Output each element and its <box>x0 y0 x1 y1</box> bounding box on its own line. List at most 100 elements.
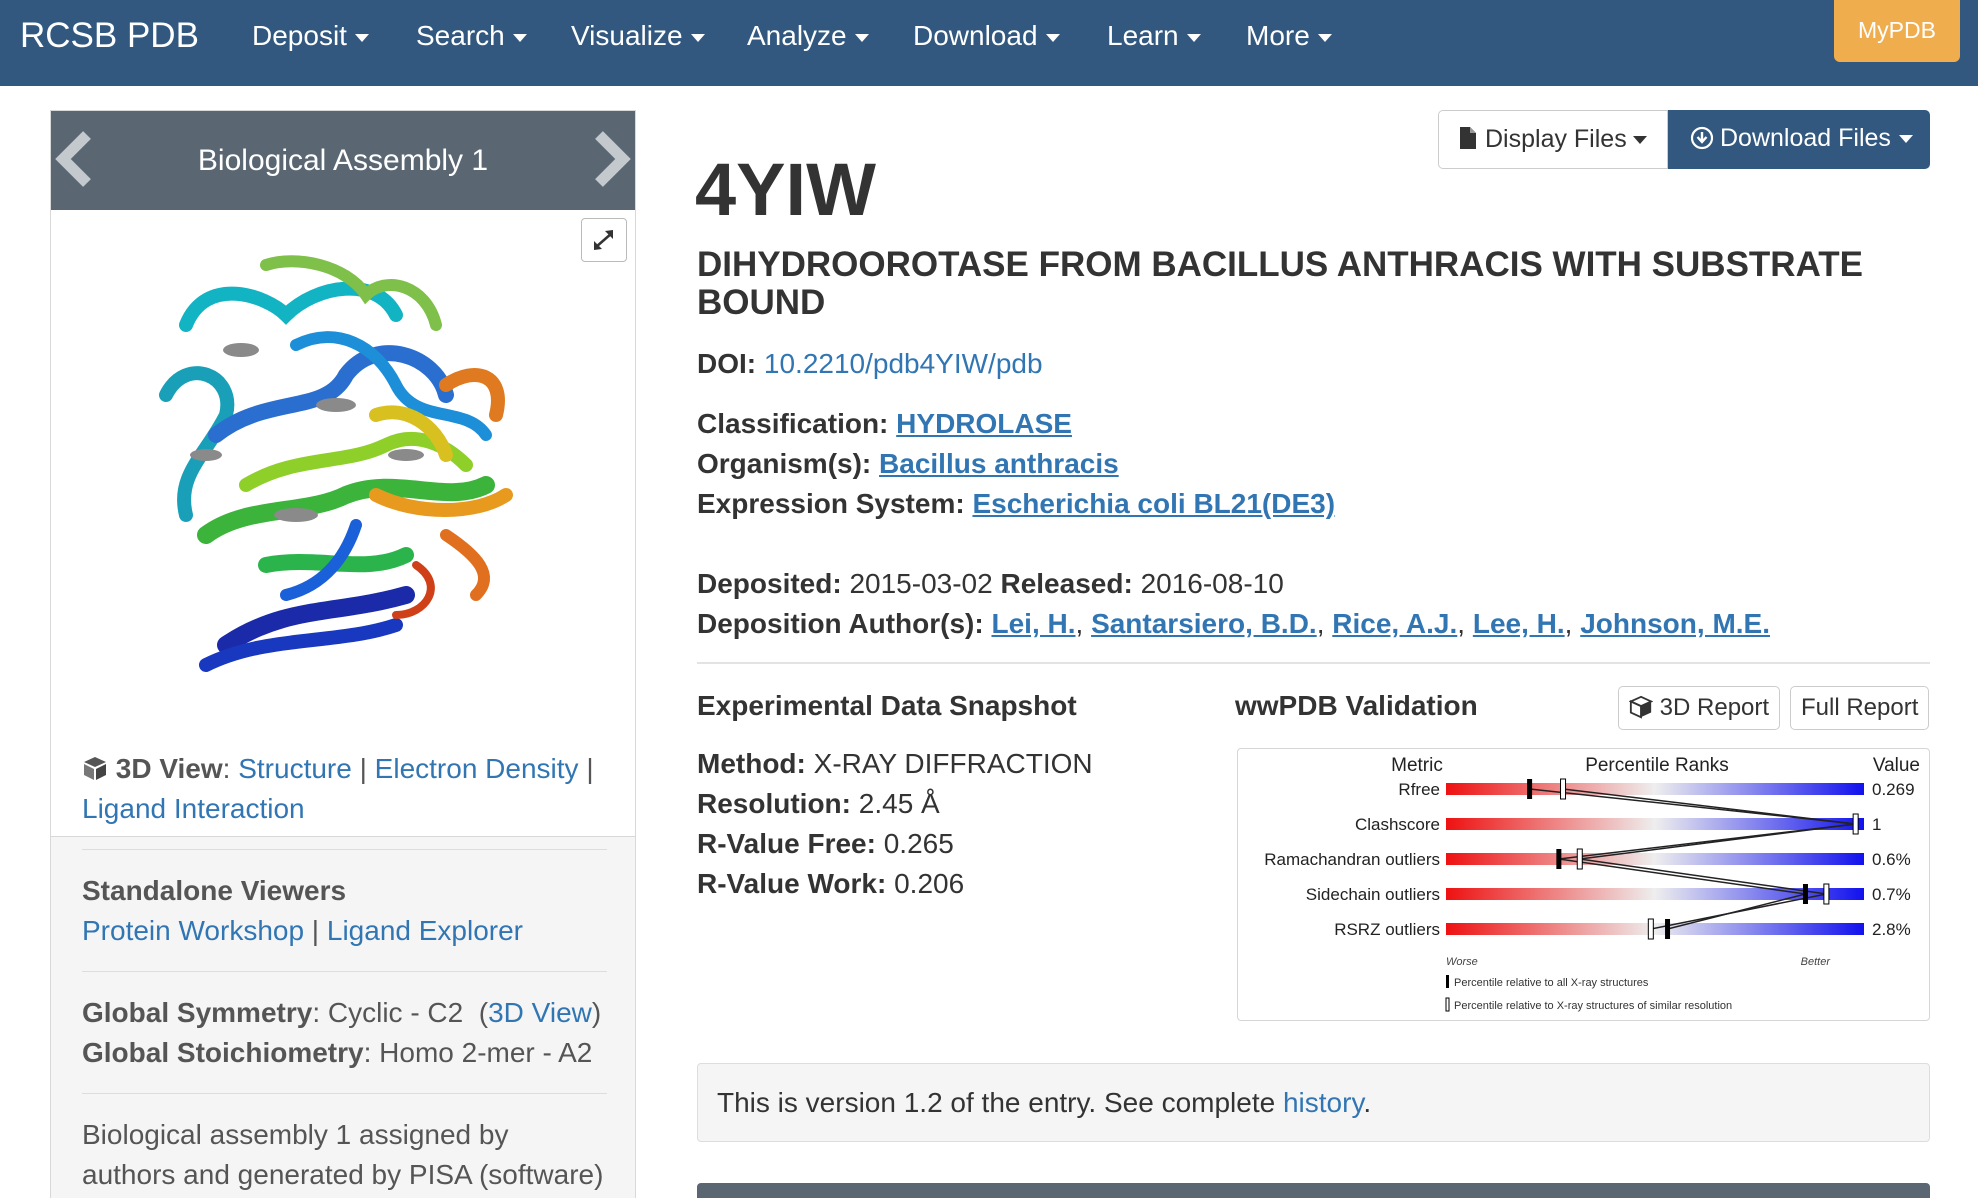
legend-all: Percentile relative to all X-ray structu… <box>1454 977 1649 989</box>
assembly-title: Biological Assembly 1 <box>197 144 489 177</box>
nav-deposit[interactable]: Deposit <box>252 20 369 52</box>
exp-value: 2.45 Å <box>858 788 940 819</box>
caret-down-icon <box>1186 33 1201 42</box>
metric-name: Rfree <box>1398 780 1440 799</box>
file-icon <box>1460 127 1476 149</box>
author-link[interactable]: Lee, H. <box>1472 608 1565 639</box>
percentile-marker-all <box>1665 919 1671 939</box>
metric-value: 1 <box>1872 815 1881 834</box>
symmetry-value: Cyclic - C2 <box>327 997 464 1028</box>
assembly-panel: Biological Assembly 1 <box>50 110 636 1198</box>
view3d-section: 3D View: Structure | Electron Density | … <box>82 753 594 824</box>
exp-row-method: Method: X-RAY DIFFRACTION <box>697 748 1093 780</box>
exp-value: X-RAY DIFFRACTION <box>813 748 1093 779</box>
version-end: . <box>1363 1087 1372 1118</box>
display-files-label: Display Files <box>1485 125 1627 153</box>
caret-down-icon <box>354 33 369 42</box>
link-ligand-explorer[interactable]: Ligand Explorer <box>326 915 523 946</box>
nav-analyze[interactable]: Analyze <box>747 20 869 52</box>
validation-slider-graphic[interactable]: Metric Percentile Ranks Value Rfree 0.269… <box>1237 748 1930 1021</box>
doi-label: DOI: <box>697 348 757 379</box>
expand-button[interactable] <box>581 218 627 262</box>
exp-label: Method: <box>697 748 806 779</box>
mypdb-button[interactable]: MyPDB <box>1834 0 1960 62</box>
expand-icon <box>594 230 613 250</box>
classification-link[interactable]: HYDROLASE <box>896 408 1072 439</box>
link-symmetry-3d-view[interactable]: 3D View <box>488 997 592 1028</box>
metric-name: Sidechain outliers <box>1306 885 1440 904</box>
organism-label: Organism(s): <box>697 448 872 479</box>
link-ligand-interaction[interactable]: Ligand Interaction <box>82 793 305 824</box>
deposited-date: 2015-03-02 <box>849 568 993 599</box>
metric-value: 0.269 <box>1872 780 1915 799</box>
nav-more[interactable]: More <box>1246 20 1332 52</box>
nav-visualize[interactable]: Visualize <box>571 20 705 52</box>
nav-download-label: Download <box>913 20 1038 51</box>
caret-down-icon <box>512 33 527 42</box>
standalone-section: Standalone Viewers Protein Workshop | Li… <box>82 871 607 951</box>
released-date: 2016-08-10 <box>1140 568 1284 599</box>
report-3d-button[interactable]: 3D Report <box>1618 686 1781 730</box>
percentile-marker-similar <box>1852 813 1859 835</box>
percentile-marker-similar <box>1576 848 1583 870</box>
stoichiometry-value: Homo 2-mer - A2 <box>379 1037 593 1068</box>
cube-icon <box>84 757 106 780</box>
nav-deposit-label: Deposit <box>252 20 347 51</box>
pdb-id-title: 4YIW <box>695 148 876 231</box>
nav-visualize-label: Visualize <box>571 20 683 51</box>
percentile-marker-all <box>1802 884 1808 904</box>
better-label: Better <box>1801 956 1832 968</box>
caret-down-icon <box>1045 33 1060 42</box>
classification-label: Classification: <box>697 408 889 439</box>
nav-learn[interactable]: Learn <box>1107 20 1201 52</box>
authors-row: Deposition Author(s): Lei, H., Santarsie… <box>697 608 1770 639</box>
caret-down-icon <box>1632 136 1647 145</box>
metric-name: Ramachandran outliers <box>1264 850 1440 869</box>
download-files-label: Download Files <box>1720 124 1891 152</box>
brand-logo[interactable]: RCSB PDB <box>20 16 199 55</box>
link-electron-density[interactable]: Electron Density <box>374 753 579 784</box>
chevron-left-icon[interactable] <box>55 129 95 189</box>
divider <box>82 849 607 850</box>
exp-label: R-Value Free: <box>697 828 876 859</box>
legend-marker-similar <box>1445 997 1450 1012</box>
link-protein-workshop[interactable]: Protein Workshop <box>82 915 305 946</box>
exp-value: 0.265 <box>883 828 954 859</box>
exp-label: Resolution: <box>697 788 851 819</box>
exp-row-resolution: Resolution: 2.45 Å <box>697 788 940 820</box>
legend-similar: Percentile relative to X-ray structures … <box>1454 1000 1732 1012</box>
download-files-button[interactable]: Download Files <box>1668 110 1930 169</box>
divider <box>697 662 1930 664</box>
report-3d-label: 3D Report <box>1659 694 1770 721</box>
percentile-marker-all <box>1527 779 1533 799</box>
doi-link[interactable]: 10.2210/pdb4YIW/pdb <box>763 348 1043 379</box>
header-metric: Metric <box>1391 755 1443 776</box>
author-link[interactable]: Johnson, M.E. <box>1580 608 1770 639</box>
download-circle-icon <box>1690 126 1714 150</box>
nav-search[interactable]: Search <box>416 20 527 52</box>
structure-image-viewer[interactable] <box>51 210 635 837</box>
nav-download[interactable]: Download <box>913 20 1060 52</box>
history-link[interactable]: history <box>1282 1087 1364 1118</box>
full-report-button[interactable]: Full Report <box>1790 686 1930 730</box>
expression-link[interactable]: Escherichia coli BL21(DE3) <box>972 488 1336 519</box>
author-link[interactable]: Lei, H. <box>991 608 1076 639</box>
deposited-label: Deposited: <box>697 568 842 599</box>
percentile-bar <box>1446 923 1864 935</box>
link-structure[interactable]: Structure <box>238 753 352 784</box>
symmetry-section: Global Symmetry: Cyclic - C2 (3D View) G… <box>82 997 602 1068</box>
author-link[interactable]: Rice, A.J. <box>1332 608 1458 639</box>
validation-title: wwPDB Validation <box>1235 690 1478 721</box>
legend-marker-all <box>1446 975 1449 988</box>
metric-value: 0.7% <box>1872 885 1911 904</box>
expression-label: Expression System: <box>697 488 965 519</box>
header-percentile-ranks: Percentile Ranks <box>1585 755 1729 776</box>
organism-link[interactable]: Bacillus anthracis <box>879 448 1119 479</box>
percentile-bar <box>1446 888 1864 900</box>
assembly-note: Biological assembly 1 assigned by author… <box>82 1119 604 1190</box>
display-files-button[interactable]: Display Files <box>1438 110 1668 169</box>
author-link[interactable]: Santarsiero, B.D. <box>1091 608 1317 639</box>
metric-name: Clashscore <box>1355 815 1440 834</box>
percentile-bar <box>1446 818 1864 830</box>
chevron-right-icon[interactable] <box>591 129 631 189</box>
